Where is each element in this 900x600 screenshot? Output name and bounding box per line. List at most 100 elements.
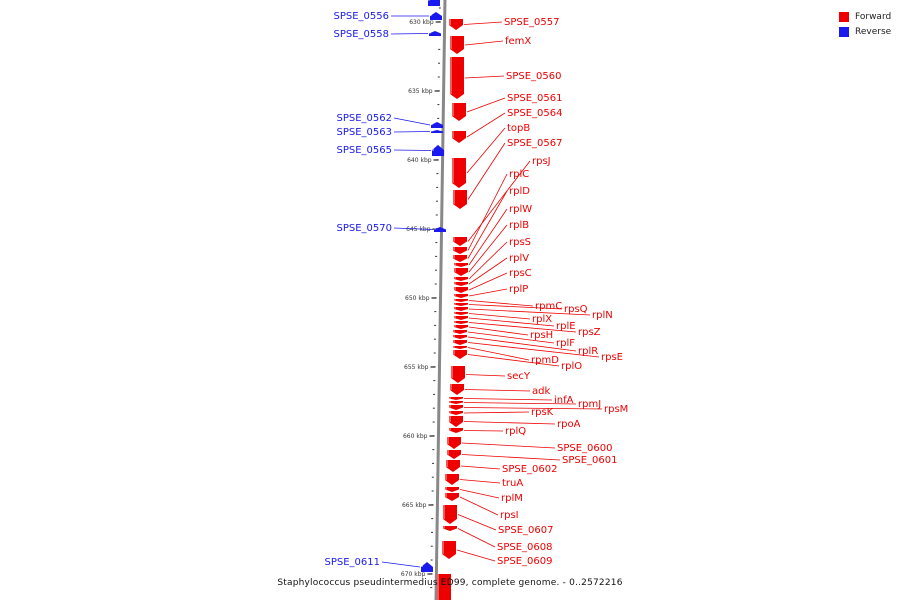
forward-gene-label[interactable]: rplC bbox=[509, 169, 529, 180]
forward-gene-label[interactable]: SPSE_0602 bbox=[502, 464, 558, 475]
forward-gene-arrow[interactable] bbox=[453, 335, 467, 339]
forward-gene-label[interactable]: rplX bbox=[532, 314, 552, 325]
forward-gene-label[interactable]: topB bbox=[507, 123, 530, 134]
legend-forward[interactable]: Forward bbox=[839, 9, 891, 24]
forward-gene-arrow[interactable] bbox=[452, 158, 466, 188]
forward-gene-label[interactable]: SPSE_0564 bbox=[507, 108, 563, 119]
forward-gene-label[interactable]: SPSE_0601 bbox=[562, 455, 618, 466]
forward-gene-arrow[interactable] bbox=[454, 303, 468, 306]
forward-gene-arrow[interactable] bbox=[449, 416, 463, 427]
forward-gene-label[interactable]: rplO bbox=[561, 361, 582, 372]
forward-gene-arrow[interactable] bbox=[454, 321, 468, 324]
forward-gene-arrow[interactable] bbox=[445, 487, 459, 492]
forward-gene-arrow[interactable] bbox=[449, 411, 463, 415]
forward-gene-label[interactable]: rpsJ bbox=[532, 156, 551, 167]
forward-gene-arrow[interactable] bbox=[454, 263, 468, 267]
forward-gene-arrow[interactable] bbox=[437, 574, 451, 600]
forward-gene-label[interactable]: rplV bbox=[509, 253, 529, 264]
reverse-gene-label[interactable]: SPSE_0556 bbox=[334, 11, 390, 22]
forward-gene-arrow[interactable] bbox=[454, 325, 468, 329]
reverse-gene-arrow[interactable] bbox=[429, 31, 441, 36]
forward-gene-label[interactable]: SPSE_0561 bbox=[507, 93, 563, 104]
forward-gene-arrow[interactable] bbox=[453, 255, 467, 262]
forward-gene-arrow[interactable] bbox=[453, 247, 467, 254]
forward-gene-arrow[interactable] bbox=[454, 294, 468, 298]
forward-gene-arrow[interactable] bbox=[454, 287, 468, 293]
reverse-gene-label[interactable]: SPSE_0565 bbox=[337, 145, 393, 156]
forward-gene-arrow[interactable] bbox=[450, 384, 464, 395]
forward-gene-label[interactable]: rplB bbox=[509, 220, 529, 231]
forward-gene-label[interactable]: rplQ bbox=[505, 426, 526, 437]
forward-gene-label[interactable]: rplN bbox=[592, 310, 613, 321]
forward-gene-label[interactable]: rpmC bbox=[535, 301, 562, 312]
forward-gene-label[interactable]: rplM bbox=[501, 493, 523, 504]
reverse-gene-label[interactable]: SPSE_0570 bbox=[337, 223, 393, 234]
forward-gene-arrow[interactable] bbox=[453, 340, 467, 345]
reverse-gene-arrow[interactable] bbox=[431, 122, 443, 128]
forward-gene-label[interactable]: SPSE_0560 bbox=[506, 71, 562, 82]
forward-gene-arrow[interactable] bbox=[449, 428, 463, 433]
forward-gene-label[interactable]: rpsZ bbox=[578, 327, 601, 338]
forward-gene-label[interactable]: SPSE_0567 bbox=[507, 138, 563, 149]
forward-gene-label[interactable]: rpsH bbox=[530, 330, 553, 341]
forward-gene-arrow[interactable] bbox=[453, 190, 467, 209]
forward-gene-label[interactable]: rpsQ bbox=[564, 304, 588, 315]
forward-gene-label[interactable]: rpoA bbox=[557, 419, 581, 430]
forward-gene-label[interactable]: SPSE_0600 bbox=[557, 443, 613, 454]
forward-gene-label[interactable]: rpsE bbox=[601, 352, 623, 363]
forward-gene-label[interactable]: secY bbox=[507, 371, 531, 382]
forward-gene-label[interactable]: SPSE_0607 bbox=[498, 525, 554, 536]
reverse-gene-arrow[interactable] bbox=[432, 145, 444, 156]
forward-gene-arrow[interactable] bbox=[453, 330, 467, 334]
forward-gene-arrow[interactable] bbox=[453, 237, 467, 246]
forward-gene-arrow[interactable] bbox=[451, 366, 465, 383]
forward-gene-arrow[interactable] bbox=[454, 277, 468, 281]
reverse-gene-label[interactable]: SPSE_0562 bbox=[337, 113, 393, 124]
forward-gene-arrow[interactable] bbox=[447, 437, 461, 449]
forward-gene-label[interactable]: SPSE_0557 bbox=[504, 17, 560, 28]
forward-gene-arrow[interactable] bbox=[450, 36, 464, 54]
forward-gene-arrow[interactable] bbox=[446, 460, 460, 472]
forward-gene-label[interactable]: rpsK bbox=[531, 407, 554, 418]
forward-gene-arrow[interactable] bbox=[445, 474, 459, 485]
forward-gene-arrow[interactable] bbox=[452, 131, 466, 143]
forward-gene-arrow[interactable] bbox=[453, 350, 467, 359]
forward-gene-arrow[interactable] bbox=[447, 450, 461, 459]
reverse-gene-arrow[interactable] bbox=[428, 0, 440, 6]
forward-gene-arrow[interactable] bbox=[450, 57, 464, 99]
forward-gene-label[interactable]: rplP bbox=[509, 284, 528, 295]
forward-gene-label[interactable]: rplR bbox=[578, 346, 598, 357]
forward-gene-label[interactable]: infA bbox=[554, 395, 574, 406]
forward-gene-arrow[interactable] bbox=[449, 401, 463, 404]
forward-gene-arrow[interactable] bbox=[442, 541, 456, 559]
reverse-gene-label[interactable]: SPSE_0558 bbox=[334, 29, 390, 40]
forward-gene-arrow[interactable] bbox=[449, 405, 463, 410]
forward-gene-arrow[interactable] bbox=[454, 282, 468, 286]
forward-gene-arrow[interactable] bbox=[453, 346, 467, 349]
forward-gene-arrow[interactable] bbox=[454, 312, 468, 315]
reverse-gene-arrow[interactable] bbox=[434, 227, 446, 232]
forward-gene-arrow[interactable] bbox=[454, 307, 468, 311]
reverse-gene-arrow[interactable] bbox=[421, 562, 433, 572]
forward-gene-label[interactable]: rpsI bbox=[500, 510, 519, 521]
forward-gene-label[interactable]: rpmD bbox=[531, 355, 559, 366]
forward-gene-arrow[interactable] bbox=[449, 397, 463, 400]
forward-gene-arrow[interactable] bbox=[449, 19, 463, 30]
reverse-gene-label[interactable]: SPSE_0611 bbox=[325, 557, 381, 568]
forward-gene-arrow[interactable] bbox=[445, 493, 459, 501]
forward-gene-label[interactable]: rpsS bbox=[509, 237, 531, 248]
forward-gene-arrow[interactable] bbox=[454, 316, 468, 320]
forward-gene-label[interactable]: SPSE_0608 bbox=[497, 542, 553, 553]
forward-gene-label[interactable]: truA bbox=[502, 478, 523, 489]
forward-gene-arrow[interactable] bbox=[443, 505, 457, 524]
forward-gene-label[interactable]: rpsC bbox=[509, 268, 532, 279]
forward-gene-label[interactable]: rplE bbox=[556, 321, 576, 332]
forward-gene-label[interactable]: rpmJ bbox=[578, 399, 601, 410]
forward-gene-arrow[interactable] bbox=[452, 103, 466, 121]
legend-reverse[interactable]: Reverse bbox=[839, 24, 891, 39]
forward-gene-label[interactable]: rplD bbox=[509, 186, 530, 197]
forward-gene-arrow[interactable] bbox=[443, 526, 457, 531]
forward-gene-label[interactable]: adk bbox=[532, 386, 550, 397]
reverse-gene-label[interactable]: SPSE_0563 bbox=[337, 127, 393, 138]
forward-gene-label[interactable]: rplW bbox=[509, 204, 532, 215]
